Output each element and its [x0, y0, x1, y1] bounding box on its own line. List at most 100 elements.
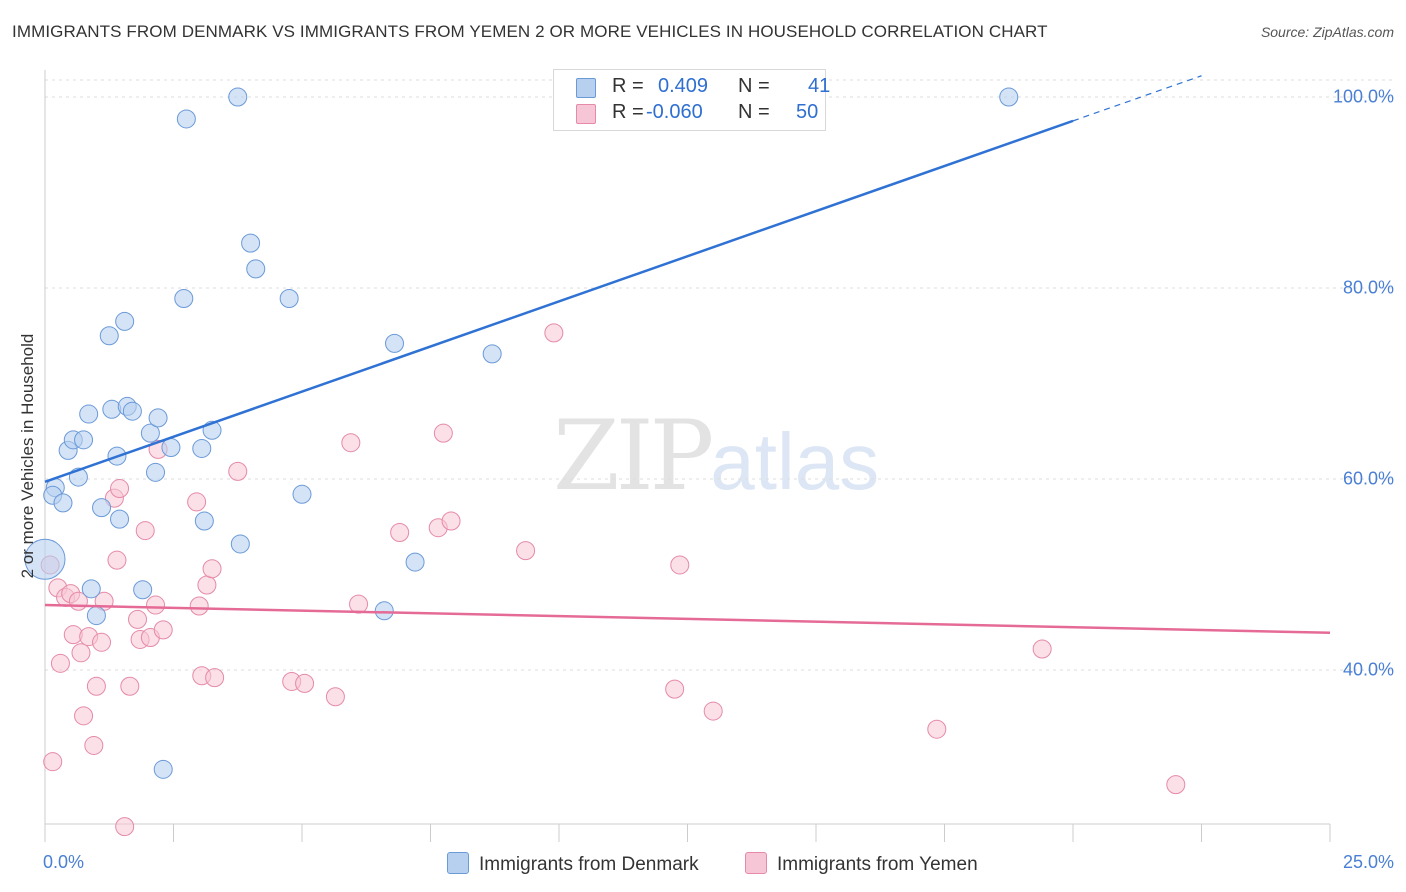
y-tick-label: 80.0%: [1342, 277, 1394, 298]
yemen-point: [187, 492, 207, 512]
legend-r-label: R =: [612, 75, 644, 97]
yemen-point: [295, 673, 315, 693]
yemen-trend-line: [44, 603, 1331, 635]
yemen-point: [516, 541, 536, 561]
bottom-legend-swatch-denmark: [447, 852, 469, 874]
denmark-point: [115, 311, 135, 331]
x-tick-label-max: 25.0%: [1342, 852, 1394, 872]
denmark-point: [79, 404, 99, 424]
denmark-point: [405, 552, 425, 572]
yemen-point: [153, 620, 173, 640]
source-label: Source: ZipAtlas.com: [1260, 24, 1394, 40]
bottom-legend-yemen: Immigrants from Yemen: [745, 852, 978, 876]
yemen-point: [110, 479, 130, 499]
denmark-point: [279, 289, 299, 309]
yemen-point: [349, 594, 369, 614]
denmark-point: [174, 289, 194, 309]
legend-r-value: 0.409: [658, 75, 709, 97]
legend-swatch-denmark: [576, 78, 596, 98]
yemen-point: [341, 433, 361, 453]
y-axis-label: 2 or more Vehicles in Household: [18, 333, 37, 579]
y-tick-label: 60.0%: [1342, 468, 1394, 489]
legend-swatch-yemen: [576, 104, 596, 124]
yemen-point: [128, 609, 148, 629]
yemen-point: [390, 522, 410, 542]
denmark-point: [110, 509, 130, 529]
denmark-point: [140, 423, 160, 443]
denmark-point: [53, 493, 73, 513]
yemen-point: [1166, 775, 1186, 795]
yemen-point: [146, 595, 166, 615]
yemen-point: [135, 521, 155, 541]
denmark-point: [241, 233, 261, 253]
yemen-point: [50, 653, 70, 673]
denmark-point: [146, 462, 166, 482]
denmark-trend-extension: [1072, 75, 1202, 122]
yemen-point: [927, 719, 947, 739]
denmark-point: [482, 344, 502, 364]
denmark-point: [374, 601, 394, 621]
denmark-point: [81, 579, 101, 599]
watermark-atlas: atlas: [710, 417, 880, 506]
denmark-point: [161, 437, 181, 457]
bottom-legend-label-denmark: Immigrants from Denmark: [479, 854, 699, 875]
yemen-point: [1032, 639, 1052, 659]
yemen-point: [205, 668, 225, 688]
yemen-point: [107, 550, 127, 570]
denmark-point: [92, 498, 112, 518]
y-tick-label: 100.0%: [1332, 86, 1394, 107]
y-tick-label: 40.0%: [1342, 659, 1394, 680]
denmark-point: [385, 333, 405, 353]
yemen-point: [441, 511, 461, 531]
denmark-trend-line: [44, 119, 1074, 484]
yemen-point: [120, 676, 140, 696]
legend-r-value: -0.060: [646, 101, 703, 123]
yemen-point: [197, 575, 217, 595]
denmark-point: [102, 399, 122, 419]
denmark-point: [194, 511, 214, 531]
bottom-legend-denmark: Immigrants from Denmark: [447, 852, 699, 876]
yemen-point: [84, 735, 104, 755]
denmark-point: [292, 484, 312, 504]
chart-title: IMMIGRANTS FROM DENMARK VS IMMIGRANTS FR…: [12, 22, 1048, 41]
denmark-point: [246, 259, 266, 279]
yemen-point: [703, 701, 723, 721]
denmark-point: [228, 87, 248, 107]
yemen-point: [86, 676, 106, 696]
correlation-legend: R = 0.409 N = 41 R = -0.060 N = 50: [553, 69, 830, 131]
yemen-point: [433, 423, 453, 443]
watermark: ZIPatlas: [553, 400, 879, 512]
denmark-point: [153, 759, 173, 779]
denmark-point: [133, 580, 153, 600]
yemen-point: [670, 555, 690, 575]
yemen-point: [43, 752, 63, 772]
yemen-point: [92, 632, 112, 652]
denmark-point: [74, 430, 94, 450]
bottom-legend-label-yemen: Immigrants from Yemen: [777, 854, 978, 875]
x-tick-label-min: 0.0%: [43, 852, 85, 872]
yemen-point: [189, 596, 209, 616]
yemen-point: [228, 461, 248, 481]
bottom-legend-swatch-yemen: [745, 852, 767, 874]
legend-n-label: N =: [738, 101, 770, 123]
legend-n-label: N =: [738, 75, 770, 97]
yemen-point: [325, 687, 345, 707]
yemen-point: [115, 817, 135, 837]
denmark-point: [230, 534, 250, 554]
legend-r-label: R =: [612, 101, 644, 123]
yemen-point: [665, 679, 685, 699]
denmark-point: [86, 606, 106, 626]
denmark-point: [99, 326, 119, 346]
denmark-point: [192, 438, 212, 458]
yemen-point: [71, 643, 91, 663]
denmark-point: [999, 87, 1019, 107]
legend-n-value: 50: [796, 101, 819, 123]
watermark-zip: ZIP: [553, 400, 714, 512]
yemen-point: [544, 323, 564, 343]
yemen-point: [202, 559, 222, 579]
denmark-point: [148, 408, 168, 428]
denmark-point: [122, 401, 142, 421]
legend-n-value: 41: [808, 75, 831, 97]
denmark-point: [176, 109, 196, 129]
